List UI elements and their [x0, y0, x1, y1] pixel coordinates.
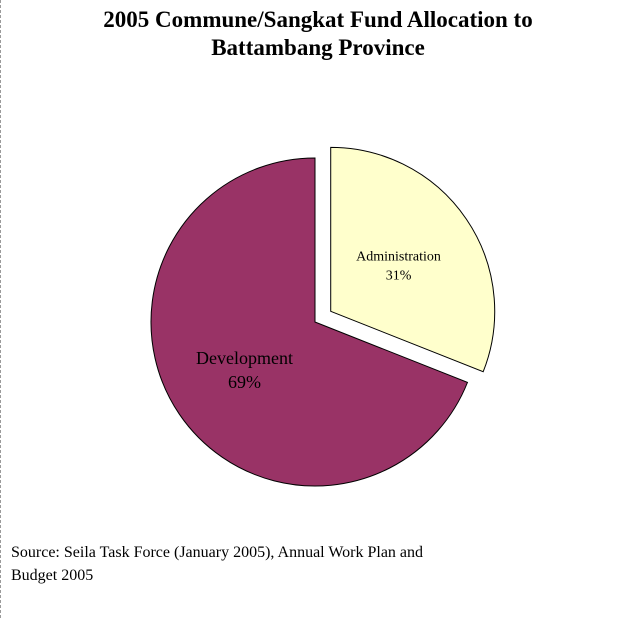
source-line-2: Budget 2005 — [11, 567, 94, 584]
source-note: Source: Seila Task Force (January 2005),… — [11, 541, 611, 587]
slice-percent-administration: 31% — [386, 269, 412, 284]
pie-slice-administration — [330, 146, 496, 373]
slice-label-administration: Administration — [356, 250, 441, 265]
chart-title-line-2: Battambang Province — [211, 35, 425, 60]
pie-slice-development — [150, 157, 469, 487]
slice-label-development: Development — [196, 348, 293, 368]
source-line-1: Source: Seila Task Force (January 2005),… — [11, 544, 424, 561]
chart-title: 2005 Commune/Sangkat Fund Allocation to … — [0, 6, 636, 62]
slice-percent-development: 69% — [228, 372, 261, 392]
chart-title-line-1: 2005 Commune/Sangkat Fund Allocation to — [103, 7, 533, 32]
